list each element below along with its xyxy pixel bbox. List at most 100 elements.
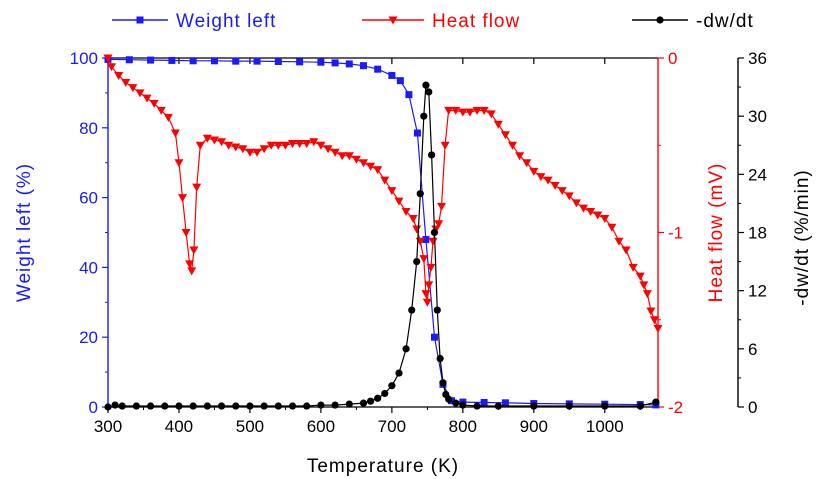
data-point-heat-flow [600, 215, 610, 224]
data-point-weight-left [331, 59, 339, 67]
y-tick-label-dwdt: 6 [748, 340, 757, 359]
y-axis-title-heat-flow: Heat flow (mV) [706, 163, 727, 303]
data-point-dw-dt [288, 402, 297, 410]
x-tick-label: 400 [165, 417, 193, 436]
data-point-dw-dt [189, 402, 197, 410]
data-point-dw-dt [359, 399, 368, 407]
data-point-weight-left [189, 57, 197, 65]
data-point-heat-flow [189, 246, 199, 255]
series-layer [103, 54, 663, 411]
data-point-heat-flow [621, 246, 631, 255]
data-point-heat-flow [309, 138, 319, 147]
x-axis-title: Temperature (K) [307, 456, 459, 477]
data-point-dw-dt [132, 402, 140, 410]
data-point-weight-left [388, 71, 396, 79]
data-point-weight-left [147, 56, 155, 64]
data-point-dw-dt [601, 402, 609, 410]
data-point-dw-dt [439, 379, 447, 387]
data-point-heat-flow [564, 192, 574, 201]
data-point-dw-dt [203, 402, 211, 410]
data-point-weight-left [210, 57, 218, 65]
data-point-heat-flow [437, 202, 447, 211]
data-point-weight-left [501, 399, 509, 407]
data-point-dw-dt [494, 402, 502, 410]
data-point-heat-flow [440, 141, 450, 150]
data-point-heat-flow [465, 108, 475, 117]
data-point-heat-flow [288, 140, 298, 149]
y-tick-label-weight: 60 [79, 189, 98, 208]
data-point-heat-flow [266, 141, 276, 150]
y-tick-label-weight: 0 [89, 398, 98, 417]
data-point-dw-dt [565, 402, 573, 410]
y-tick-label-dwdt: 12 [748, 282, 767, 301]
data-point-heat-flow [170, 129, 180, 138]
data-point-dw-dt [445, 395, 453, 403]
data-point-heat-flow [653, 324, 663, 333]
data-point-heat-flow [316, 141, 326, 150]
data-point-dw-dt [388, 382, 396, 390]
data-point-dw-dt [530, 402, 538, 410]
data-point-weight-left [296, 58, 304, 66]
data-point-heat-flow [178, 194, 188, 203]
data-point-heat-flow [401, 208, 411, 217]
data-point-heat-flow [635, 272, 645, 281]
data-point-heat-flow [571, 199, 581, 208]
data-point-heat-flow [444, 106, 454, 115]
data-point-dw-dt [430, 228, 439, 237]
y-tick-label-heat-flow: 0 [668, 49, 677, 68]
series-line-weight-left [107, 58, 656, 406]
legend-item-heat-flow: Heat flow [362, 11, 520, 32]
data-point-heat-flow [174, 159, 184, 168]
data-point-heat-flow [543, 176, 553, 185]
series-line-heat-flow [107, 57, 659, 329]
data-point-heat-flow [187, 267, 197, 276]
data-point-weight-left [374, 65, 382, 73]
plot-frame [108, 57, 658, 408]
data-point-dw-dt [317, 401, 325, 409]
data-point-weight-left [480, 398, 488, 406]
data-point-heat-flow [107, 63, 117, 72]
y-tick-label-weight: 100 [70, 49, 98, 68]
y-tick-label-dwdt: 18 [748, 224, 767, 243]
data-point-dw-dt [274, 402, 282, 410]
data-point-heat-flow [628, 263, 638, 272]
legend-label-heat-flow: Heat flow [432, 11, 520, 32]
data-point-heat-flow [135, 89, 145, 98]
data-point-dw-dt [420, 112, 428, 120]
data-point-heat-flow [421, 290, 431, 299]
data-point-dw-dt [303, 402, 311, 410]
y-tick-label-dwdt: 36 [748, 49, 767, 68]
data-point-heat-flow [434, 220, 444, 229]
data-point-heat-flow [302, 140, 312, 149]
data-point-heat-flow [330, 148, 340, 157]
data-point-weight-left [345, 60, 353, 68]
data-point-heat-flow [479, 106, 489, 115]
data-point-heat-flow [121, 78, 131, 87]
data-point-dw-dt [111, 401, 119, 409]
data-point-dw-dt [413, 257, 421, 266]
data-point-heat-flow [451, 106, 461, 115]
data-point-dw-dt [425, 88, 433, 96]
y-tick-label-dwdt: 24 [748, 165, 767, 184]
data-point-heat-flow [323, 145, 333, 154]
data-point-dw-dt [433, 306, 441, 314]
data-point-heat-flow [426, 263, 436, 272]
data-point-heat-flow [586, 208, 596, 217]
data-point-weight-left [125, 56, 133, 64]
data-point-dw-dt [436, 354, 444, 363]
data-point-heat-flow [642, 290, 652, 299]
data-point-dw-dt [175, 402, 183, 410]
data-point-dw-dt [217, 402, 226, 410]
data-point-dw-dt [422, 81, 430, 89]
data-point-heat-flow [646, 307, 656, 316]
data-point-weight-left [430, 333, 438, 341]
data-point-dw-dt [395, 369, 403, 377]
data-point-heat-flow [428, 237, 438, 246]
data-point-dw-dt [366, 397, 375, 405]
data-point-dw-dt [636, 402, 644, 410]
legend-marker-shape [136, 16, 144, 24]
data-point-weight-left [168, 56, 176, 64]
data-point-heat-flow [578, 204, 588, 213]
data-point-heat-flow [156, 106, 166, 115]
